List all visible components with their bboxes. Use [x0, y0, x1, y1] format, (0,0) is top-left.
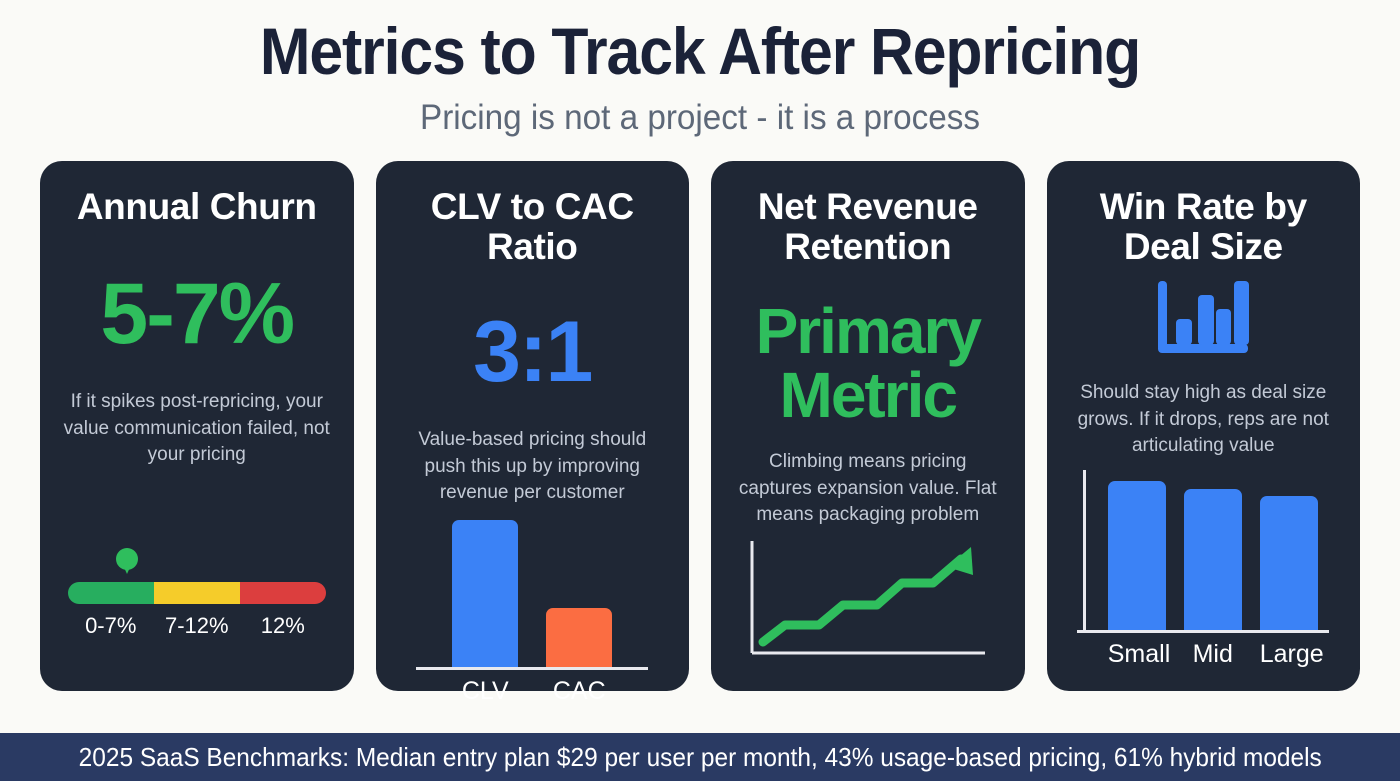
- gauge-segment-low: [67, 582, 154, 604]
- bar-label: Small: [1107, 640, 1171, 668]
- clv-cac-bar-chart: CLV CAC: [396, 507, 670, 706]
- metric-card-clv-to-cac[interactable]: CLV to CAC Ratio 3:1 Value-based pricing…: [375, 161, 689, 705]
- card-title: Win Rate by Deal Size: [1099, 186, 1307, 267]
- card-description: Should stay high as deal size grows. If …: [1077, 381, 1329, 457]
- bar-chart-icon: [1154, 279, 1252, 366]
- metric-card-net-revenue-retention[interactable]: Net Revenue Retention Primary Metric Cli…: [711, 161, 1025, 691]
- bar-labels: Small Mid Large: [1083, 640, 1324, 669]
- card-big-value: 5-7%: [100, 265, 295, 362]
- x-axis-line: [416, 666, 649, 670]
- bars-area: [446, 507, 618, 667]
- page-title: Metrics to Track After Repricing: [259, 14, 1141, 88]
- bar-label: Large: [1259, 640, 1324, 668]
- bar-small[interactable]: [1107, 481, 1166, 630]
- footer-banner: 2025 SaaS Benchmarks: Median entry plan …: [0, 733, 1400, 781]
- gauge-label: 12%: [260, 613, 305, 638]
- churn-gauge[interactable]: 0-7% 7-12% 12%: [67, 548, 326, 639]
- gauge-label: 0-7%: [85, 613, 137, 638]
- card-title: Net Revenue Retention: [757, 186, 978, 267]
- gauge-bar: [67, 582, 326, 604]
- gauge-marker-icon[interactable]: [116, 548, 139, 570]
- trend-arrow-icon: [946, 547, 973, 575]
- page-header: Metrics to Track After Repricing Pricing…: [0, 0, 1400, 135]
- x-axis-line: [1077, 630, 1330, 633]
- metric-card-annual-churn[interactable]: Annual Churn 5-7% If it spikes post-repr…: [40, 161, 354, 691]
- card-title: Annual Churn: [76, 186, 317, 227]
- gauge-labels: 0-7% 7-12% 12%: [68, 613, 326, 639]
- bar-label: Mid: [1192, 640, 1233, 668]
- card-description: If it spikes post-repricing, your value …: [63, 390, 330, 466]
- gauge-segment-mid: [153, 582, 240, 604]
- win-rate-bar-chart: Small Mid Large: [1067, 470, 1341, 669]
- metric-card-win-rate-by-deal-size[interactable]: Win Rate by Deal Size Should stay high a…: [1046, 161, 1360, 691]
- nrr-line-chart: [747, 537, 989, 669]
- trend-line: [758, 554, 966, 647]
- bar-mid[interactable]: [1183, 489, 1242, 630]
- bar-label: CLV: [461, 676, 509, 705]
- card-description: Value-based pricing should push this up …: [418, 428, 647, 504]
- bar-labels: CLV CAC: [446, 677, 618, 706]
- bars-area: [1082, 470, 1324, 630]
- card-big-value: Primary Metric: [755, 294, 982, 431]
- card-big-value: 3:1: [473, 303, 593, 400]
- bar-large[interactable]: [1259, 495, 1318, 630]
- bar-clv[interactable]: [452, 519, 519, 667]
- card-description: Climbing means pricing captures expansio…: [738, 450, 997, 526]
- bar-label: CAC: [552, 676, 606, 705]
- footer-text: 2025 SaaS Benchmarks: Median entry plan …: [78, 741, 1322, 772]
- bar-cac[interactable]: [546, 607, 613, 667]
- metric-cards-row: Annual Churn 5-7% If it spikes post-repr…: [0, 161, 1400, 705]
- card-title: CLV to CAC Ratio: [430, 186, 634, 267]
- gauge-label: 7-12%: [164, 613, 229, 638]
- line-chart-svg: [750, 541, 985, 655]
- page-subtitle: Pricing is not a project - it is a proce…: [420, 98, 980, 137]
- gauge-segment-high: [239, 582, 326, 604]
